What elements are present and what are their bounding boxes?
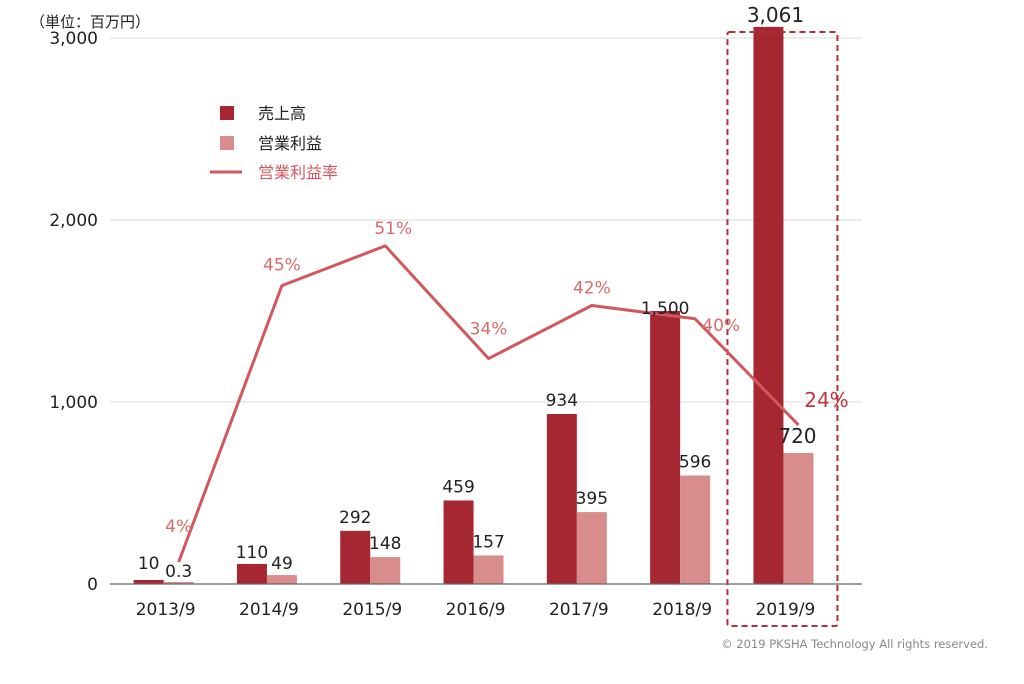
legend-label-margin: 営業利益率 <box>258 163 338 182</box>
sales-bar <box>133 580 164 584</box>
x-axis: 2013/9 2014/9 2015/9 2016/9 2017/9 2018/9 2019… <box>110 583 862 620</box>
y-tick-label: 3,000 <box>49 29 98 49</box>
legend-label-operating-profit: 営業利益 <box>258 134 322 153</box>
legend-swatch-sales <box>220 106 234 120</box>
sales-bar <box>753 26 784 584</box>
sales-value-label: 110 <box>236 543 268 563</box>
y-axis-ticks: 0 1,000 2,000 3,000 <box>49 29 98 595</box>
operating-profit-value-label: 148 <box>369 534 401 554</box>
sales-bar <box>236 563 267 584</box>
margin-value-label: 45% <box>263 256 301 276</box>
margin-line <box>177 244 800 563</box>
sales-value-label: 3,061 <box>747 3 804 27</box>
y-tick-label: 0 <box>87 575 98 595</box>
highlight-box <box>726 31 839 627</box>
margin-value-label: 51% <box>374 219 412 239</box>
legend-swatch-operating-profit <box>220 136 234 150</box>
operating-profit-value-label: 596 <box>679 453 711 473</box>
sales-value-label: 1,500 <box>641 299 690 319</box>
y-tick-label: 2,000 <box>49 211 98 231</box>
operating-profit-value-label: 0.3 <box>165 562 192 582</box>
y-tick-label: 1,000 <box>49 393 98 413</box>
copyright-text: © 2019 PKSHA Technology All rights reser… <box>721 637 988 651</box>
sales-value-label: 292 <box>339 508 371 528</box>
operating-profit-value-label: 157 <box>472 532 504 552</box>
sales-bar <box>546 414 577 584</box>
operating-profit-bar <box>680 475 711 584</box>
x-tick-label: 2018/9 <box>652 600 712 620</box>
operating-profit-bar <box>266 575 297 584</box>
operating-profit-value-label: 720 <box>778 424 816 448</box>
sales-value-label: 10 <box>138 554 160 574</box>
operating-profit-bar <box>576 512 607 584</box>
x-tick-label: 2015/9 <box>342 600 402 620</box>
sales-value-label: 459 <box>442 477 474 497</box>
sales-bar <box>340 530 371 584</box>
bars <box>133 26 839 627</box>
margin-value-label: 24% <box>804 388 848 412</box>
x-tick-label: 2017/9 <box>549 600 609 620</box>
margin-value-label: 42% <box>573 279 611 299</box>
legend-label-sales: 売上高 <box>258 104 306 123</box>
sales-bar <box>650 311 681 584</box>
x-tick-label: 2013/9 <box>136 600 196 620</box>
x-tick-label: 2016/9 <box>446 600 506 620</box>
margin-line-group: 4% 45% 51% 34% 42% 40% 24% <box>165 219 849 563</box>
operating-profit-bar <box>370 557 401 584</box>
sales-bar <box>443 500 474 584</box>
operating-profit-bar <box>473 555 504 584</box>
margin-value-label: 40% <box>702 316 740 336</box>
x-tick-label: 2019/9 <box>756 600 816 620</box>
grid <box>110 37 862 403</box>
x-tick-label: 2014/9 <box>239 600 299 620</box>
operating-profit-bar <box>163 582 194 584</box>
operating-profit-bar <box>783 452 814 584</box>
operating-profit-value-label: 49 <box>271 554 293 574</box>
sales-value-label: 934 <box>546 391 578 411</box>
operating-profit-value-label: 395 <box>576 489 608 509</box>
margin-value-label: 4% <box>165 517 192 537</box>
unit-label: （単位：百万円） <box>30 13 150 31</box>
margin-value-label: 34% <box>470 320 508 340</box>
